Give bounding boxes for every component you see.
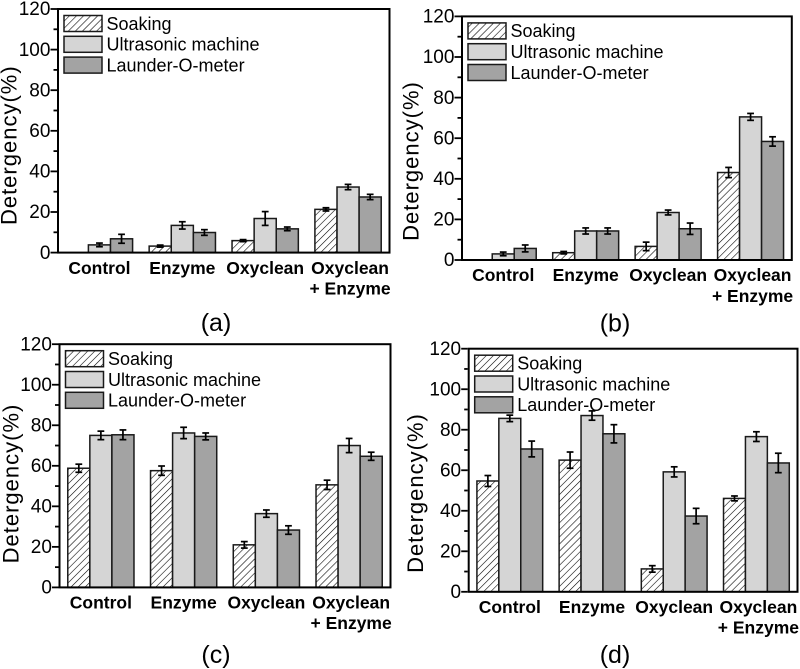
svg-text:Soaking: Soaking [107, 14, 172, 34]
svg-text:Oxyclean: Oxyclean [226, 258, 304, 278]
svg-text:20: 20 [29, 202, 50, 223]
svg-text:Enzyme: Enzyme [149, 258, 215, 278]
svg-text:Control: Control [472, 265, 534, 285]
svg-text:(a): (a) [201, 309, 232, 337]
svg-text:(d): (d) [600, 641, 631, 669]
svg-text:Launder-O-meter: Launder-O-meter [107, 55, 245, 75]
svg-text:120: 120 [20, 334, 52, 355]
svg-text:20: 20 [440, 541, 461, 562]
svg-text:Launder-O-meter: Launder-O-meter [511, 63, 649, 83]
svg-text:Launder-O-meter: Launder-O-meter [517, 395, 655, 415]
svg-text:(c): (c) [201, 641, 230, 669]
svg-text:60: 60 [440, 460, 461, 481]
svg-text:80: 80 [29, 80, 50, 101]
svg-text:Ultrasonic machine: Ultrasonic machine [107, 35, 260, 55]
svg-text:+ Enzyme: + Enzyme [309, 278, 390, 298]
svg-text:(b): (b) [600, 310, 631, 338]
svg-text:Enzyme: Enzyme [151, 593, 217, 613]
svg-text:Enzyme: Enzyme [553, 265, 619, 285]
svg-text:Oxyclean: Oxyclean [311, 258, 389, 278]
svg-text:60: 60 [29, 121, 50, 142]
svg-text:0: 0 [41, 578, 52, 599]
svg-text:80: 80 [31, 415, 52, 436]
svg-text:40: 40 [440, 501, 461, 522]
svg-text:Detergency(%): Detergency(%) [0, 65, 22, 225]
svg-text:60: 60 [433, 128, 454, 149]
svg-text:Oxyclean: Oxyclean [629, 265, 707, 285]
svg-text:40: 40 [31, 497, 52, 518]
svg-text:0: 0 [444, 250, 455, 271]
svg-text:60: 60 [31, 456, 52, 477]
svg-text:120: 120 [429, 339, 461, 360]
svg-text:Oxyclean: Oxyclean [227, 593, 305, 613]
svg-text:80: 80 [433, 88, 454, 109]
svg-text:20: 20 [31, 537, 52, 558]
svg-text:Soaking: Soaking [511, 21, 576, 41]
svg-text:Oxyclean: Oxyclean [635, 597, 713, 617]
svg-text:Detergency(%): Detergency(%) [403, 413, 428, 573]
svg-text:Oxyclean: Oxyclean [719, 597, 797, 617]
svg-text:Detergency(%): Detergency(%) [399, 81, 424, 241]
svg-text:+ Enzyme: + Enzyme [718, 618, 799, 638]
svg-text:100: 100 [20, 375, 52, 396]
svg-text:0: 0 [40, 243, 51, 264]
svg-text:Oxyclean: Oxyclean [312, 593, 390, 613]
svg-text:80: 80 [440, 420, 461, 441]
svg-text:40: 40 [433, 169, 454, 190]
svg-text:+ Enzyme: + Enzyme [712, 286, 793, 306]
svg-text:20: 20 [433, 210, 454, 231]
svg-text:Ultrasonic machine: Ultrasonic machine [517, 374, 670, 394]
svg-text:100: 100 [423, 47, 455, 68]
svg-text:+ Enzyme: + Enzyme [311, 613, 392, 633]
svg-text:100: 100 [19, 40, 51, 61]
svg-text:Control: Control [68, 258, 130, 278]
svg-text:120: 120 [423, 7, 455, 28]
svg-text:Enzyme: Enzyme [559, 597, 625, 617]
svg-text:Detergency(%): Detergency(%) [0, 404, 24, 564]
svg-text:120: 120 [19, 0, 51, 20]
svg-text:Ultrasonic machine: Ultrasonic machine [108, 370, 261, 390]
svg-text:Soaking: Soaking [108, 349, 173, 369]
svg-text:Control: Control [479, 597, 541, 617]
svg-text:Launder-O-meter: Launder-O-meter [108, 391, 246, 411]
svg-text:0: 0 [451, 582, 462, 603]
svg-text:Control: Control [70, 593, 132, 613]
svg-text:Oxyclean: Oxyclean [714, 265, 792, 285]
svg-text:100: 100 [429, 379, 461, 400]
svg-text:40: 40 [29, 162, 50, 183]
svg-text:Soaking: Soaking [517, 354, 582, 374]
svg-text:Ultrasonic machine: Ultrasonic machine [511, 42, 664, 62]
